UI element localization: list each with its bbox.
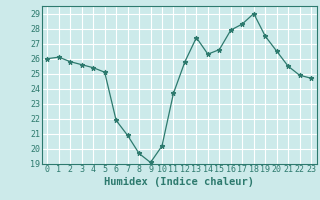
X-axis label: Humidex (Indice chaleur): Humidex (Indice chaleur) <box>104 177 254 187</box>
